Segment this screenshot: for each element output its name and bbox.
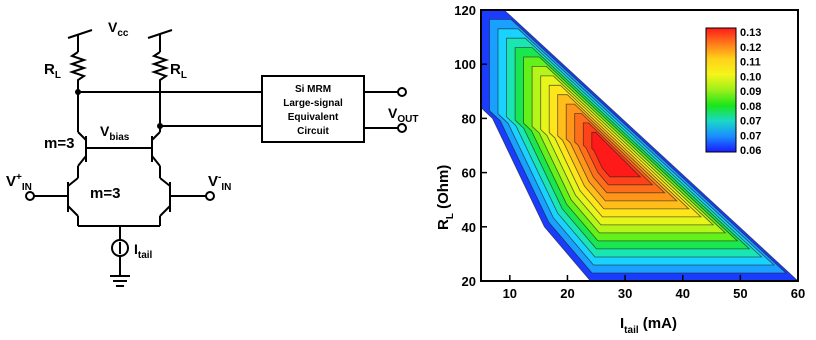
colorbar-tick-label-3: 0.10 [740,71,761,83]
y-tick-label-4: 100 [454,57,476,72]
circuit-schematic: Vcc RL RL Vbias m=3 [6,19,418,287]
vin-plus-label: V+IN [6,172,32,193]
colorbar-tick-label-1: 0.12 [740,42,761,54]
x-tick-label-3: 40 [675,286,689,301]
block-line-3: Equivalent [288,112,339,123]
y-tick-label-0: 20 [462,274,476,289]
vcc-label: Vcc [108,19,129,39]
contour-level-13 [591,131,642,178]
colorbar-tick-label-6: 0.07 [740,116,761,128]
block-line-2: Large-signal [283,98,343,109]
x-tick-label-0: 10 [503,286,517,301]
plot-frame [480,9,799,282]
vbias-label: Vbias [100,123,130,143]
colorbar-tick-label-2: 0.11 [740,57,761,69]
colorbar-tick-label-4: 0.09 [740,86,761,98]
y-tick-label-3: 80 [462,111,476,126]
contour-chart: 10 20 30 40 50 60 20 40 60 80 100 120 Itail (mA) R… [435,3,805,336]
y-axis-label: RL (Ohm) [435,165,456,230]
resistor-left [68,51,88,92]
x-tick-label-4: 50 [733,286,747,301]
x-tick-label-1: 20 [560,286,574,301]
itail-label: Itail [134,241,153,261]
y-tick-label-1: 40 [462,220,476,235]
m3-top-label: m=3 [44,135,74,152]
colorbar: 0.13 0.12 0.11 0.10 0.09 0.08 0.07 0.07 0.06 [705,27,761,157]
x-axis-label: Itail (mA) [620,315,677,336]
resistor-right [150,51,170,126]
colorbar-tick-label-0: 0.13 [740,27,761,39]
colorbar-swatch [705,27,737,153]
x-tick-label-5: 60 [791,286,805,301]
mrm-equivalent-block [261,75,365,143]
vin-minus-label: V-IN [208,172,231,193]
colorbar-tick-label-8: 0.06 [740,145,761,157]
vout-label: VOUT [388,105,418,125]
y-tick-label-2: 60 [462,166,476,181]
rl-right-label: RL [170,61,187,81]
block-line-1: Si MRM [295,84,331,95]
colorbar-tick-label-5: 0.08 [740,101,761,113]
rl-left-label: RL [44,61,61,81]
block-line-4: Circuit [297,126,329,137]
y-tick-label-5: 120 [454,3,476,18]
x-tick-label-2: 30 [618,286,632,301]
colorbar-tick-label-7: 0.07 [740,130,761,142]
m3-bottom-label: m=3 [90,185,120,202]
